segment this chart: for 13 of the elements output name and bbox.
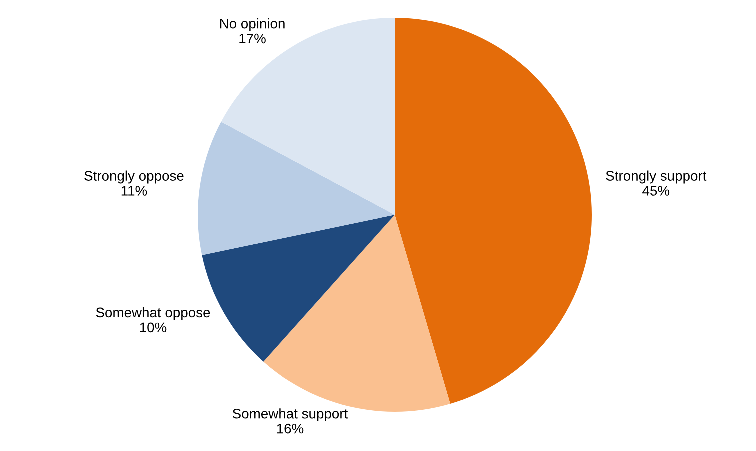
data-label: 10%: [140, 322, 167, 333]
data-label: 17%: [240, 34, 266, 44]
pie-slice: [395, 18, 592, 404]
pie-slice: [198, 122, 395, 256]
slice-label: Strongly support: [606, 170, 707, 184]
pie-slice: [221, 18, 395, 215]
data-label: 16%: [277, 424, 304, 434]
slice-label: Strongly oppose: [84, 170, 184, 184]
slice-label: Somewhat oppose: [96, 307, 210, 320]
slice-label: No opinion: [220, 18, 285, 32]
data-label: 11%: [122, 186, 148, 196]
data-label: 45%: [642, 186, 670, 196]
slice-label: Somewhat support: [232, 408, 348, 422]
